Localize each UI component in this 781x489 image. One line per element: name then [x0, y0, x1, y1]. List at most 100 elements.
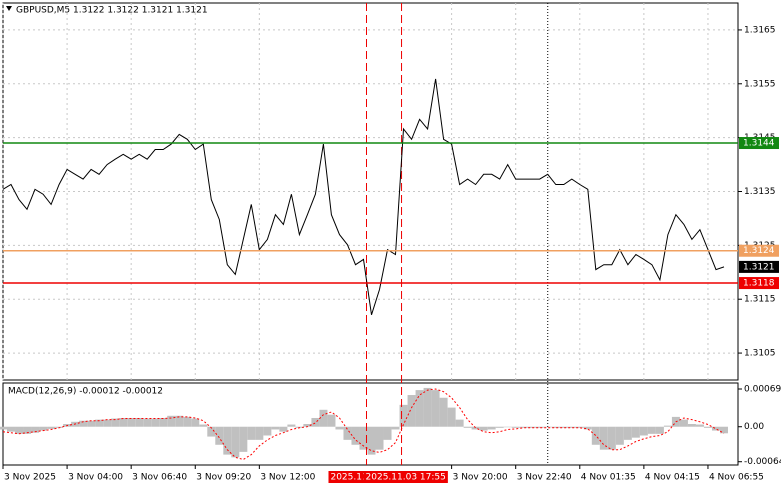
- macd-bar: [583, 426, 592, 430]
- macd-bar: [231, 426, 240, 458]
- macd-bar: [255, 426, 264, 440]
- macd-bar: [223, 426, 232, 455]
- macd-bar: [655, 426, 664, 434]
- macd-bar: [535, 426, 544, 428]
- macd-bar: [703, 426, 712, 428]
- macd-bar: [263, 426, 272, 436]
- macd-bar: [511, 426, 520, 428]
- macd-bar: [719, 426, 728, 434]
- macd-bar: [679, 419, 688, 427]
- level-label-box: [739, 277, 779, 290]
- macd-bar: [207, 426, 216, 437]
- collapse-icon: [6, 6, 12, 11]
- macd-bar: [111, 418, 120, 427]
- macd-bar: [215, 426, 224, 445]
- macd-bar: [31, 426, 40, 433]
- x-tick-label: 4 Nov 06:55: [709, 473, 764, 483]
- x-tick-label: 4 Nov 04:15: [645, 473, 700, 483]
- vertical-line-label: 2025.11.03 17:55: [366, 473, 446, 483]
- macd-bar: [471, 426, 480, 430]
- y-tick-label: 1.3115: [744, 295, 776, 305]
- macd-bar: [591, 426, 600, 445]
- macd-bar: [167, 415, 176, 427]
- macd-bar: [551, 426, 560, 428]
- y-tick-label: 1.3105: [744, 349, 776, 359]
- macd-bar: [647, 426, 656, 434]
- level-label: 1.3118: [743, 279, 775, 289]
- macd-bar: [615, 426, 624, 445]
- macd-bar: [239, 426, 248, 452]
- x-tick-label: 3 Nov 09:20: [196, 473, 251, 483]
- macd-bar: [327, 414, 336, 427]
- macd-bar: [455, 419, 464, 427]
- macd-bar: [311, 417, 320, 427]
- macd-bar: [135, 417, 144, 427]
- macd-bar: [343, 426, 352, 440]
- macd-bar: [503, 426, 512, 428]
- macd-bar: [247, 426, 256, 440]
- macd-bar: [687, 424, 696, 427]
- macd-bar: [519, 426, 528, 428]
- macd-bar: [279, 426, 288, 432]
- macd-bar: [119, 417, 128, 427]
- macd-bar: [303, 424, 312, 427]
- macd-bar: [335, 426, 344, 430]
- x-tick-label: 3 Nov 06:40: [132, 473, 187, 483]
- x-tick-label: 3 Nov 12:00: [260, 473, 315, 483]
- macd-bar: [607, 426, 616, 450]
- macd-bar: [695, 424, 704, 427]
- macd-bar: [103, 419, 112, 427]
- macd-bar: [79, 420, 88, 427]
- x-tick-label: 3 Nov 04:00: [68, 473, 123, 483]
- vertical-line-label-box: [363, 471, 448, 483]
- macd-bar: [631, 426, 640, 438]
- price-line: [2, 78, 725, 315]
- macd-bar: [0, 426, 7, 430]
- macd-bar: [423, 387, 432, 427]
- macd-bar: [599, 426, 608, 450]
- macd-bar: [367, 426, 376, 455]
- current-price-label: 1.3121: [743, 262, 775, 272]
- macd-bar: [375, 426, 384, 450]
- macd-bar: [39, 426, 48, 431]
- signal-line: [2, 388, 725, 461]
- macd-bar: [95, 419, 104, 427]
- macd-bar: [431, 390, 440, 427]
- macd-bar: [559, 426, 568, 428]
- macd-bar: [87, 420, 96, 427]
- macd-bar: [407, 395, 416, 427]
- vertical-line-label-box: [328, 471, 370, 483]
- y-tick-label: 0.00069: [744, 385, 781, 395]
- x-tick-label: 3 Nov 22:40: [517, 473, 572, 483]
- macd-bar: [47, 426, 56, 429]
- level-label-box: [739, 244, 779, 257]
- chart-title: GBPUSD,M5 1.3122 1.3122 1.3121 1.3121: [16, 6, 208, 16]
- macd-bar: [415, 390, 424, 427]
- y-tick-label: 1.3155: [744, 79, 776, 89]
- macd-bar: [23, 426, 32, 434]
- macd-bar: [495, 426, 504, 428]
- x-tick-label: 3 Nov 2025: [4, 473, 56, 483]
- y-tick-label: -0.00064: [744, 457, 781, 467]
- y-tick-label: 0.00: [744, 422, 764, 432]
- macd-bar: [7, 426, 16, 432]
- macd-bar: [711, 426, 720, 431]
- macd-bar: [439, 397, 448, 427]
- macd-bar: [639, 426, 648, 436]
- macd-bar: [287, 424, 296, 427]
- macd-bar: [391, 426, 400, 430]
- macd-bar: [319, 409, 328, 427]
- macd-bar: [623, 426, 632, 440]
- macd-bar: [271, 426, 280, 430]
- current-price-box: [739, 260, 779, 273]
- y-tick-label: 1.3165: [744, 25, 776, 35]
- macd-bar: [359, 426, 368, 450]
- macd-panel-frame: [2, 382, 739, 466]
- macd-bar: [143, 418, 152, 427]
- macd-bar: [463, 426, 472, 428]
- macd-bar: [527, 426, 536, 428]
- macd-bar: [479, 426, 488, 431]
- level-label: 1.3124: [743, 246, 775, 256]
